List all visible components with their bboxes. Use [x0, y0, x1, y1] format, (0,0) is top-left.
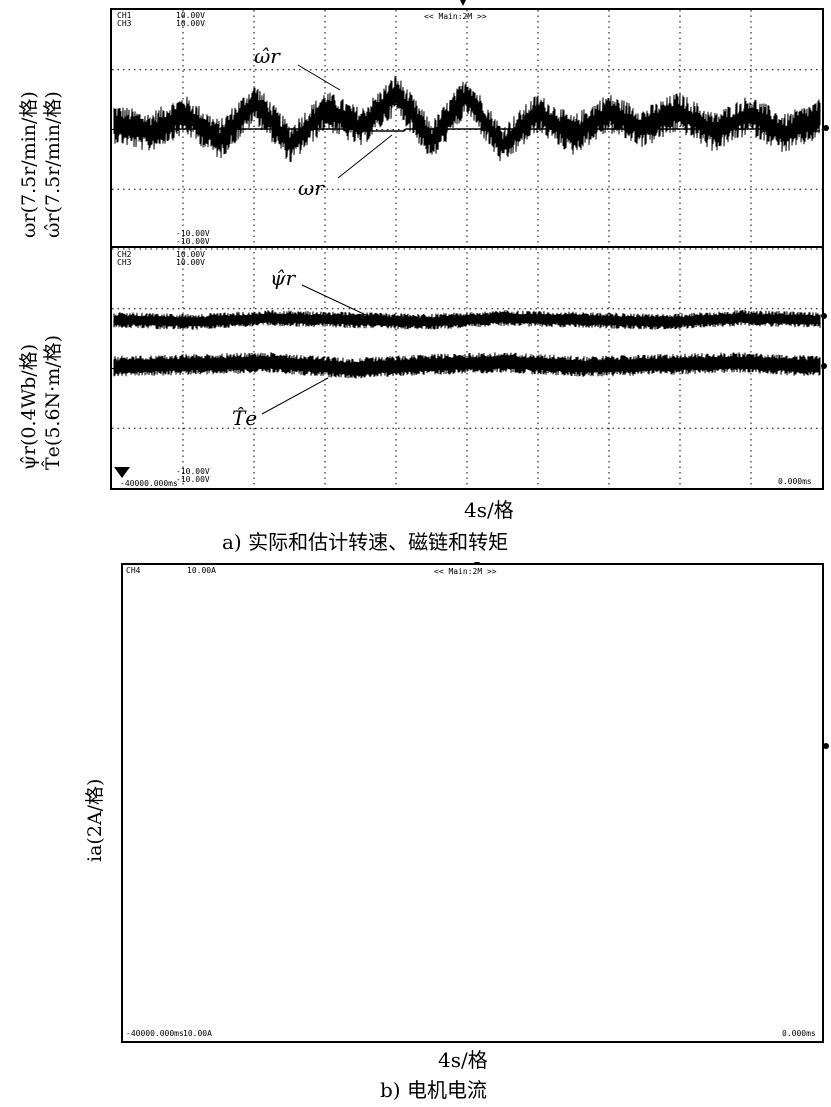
marker-ch1 — [823, 125, 829, 131]
marker-ch4 — [823, 743, 829, 749]
bottom-min-2: -10.00V — [176, 475, 210, 484]
top-min-2: -10.00V — [176, 237, 210, 246]
trigger-top-marker-a — [460, 0, 466, 6]
bottom-min-1: -10.00V — [176, 467, 210, 476]
marker-ch3 — [821, 363, 827, 369]
leader-omega-hat — [297, 64, 341, 91]
bottom-ch1-label: CH2 — [117, 250, 132, 259]
label-psi-hat: ψ̂r — [270, 266, 296, 290]
leader-omega — [337, 134, 393, 179]
trace-torque-estimated — [113, 352, 821, 379]
top-ch2-label: CH3 — [117, 19, 132, 28]
label-omega-hat: ω̂r — [254, 44, 280, 68]
bottom-scale-1: 10.00V — [176, 250, 205, 259]
caption-a: a) 实际和估计转速、磁链和转矩 — [222, 530, 509, 554]
grid-a — [112, 10, 822, 488]
main-label-a: << Main:2M >> — [424, 12, 487, 21]
top-scale-2: 10.00V — [176, 19, 205, 28]
time-left-b: -40000.000ms — [126, 1029, 184, 1038]
top-scale-1: 10.00V — [176, 11, 205, 20]
time-right-a: 0.000ms — [778, 477, 812, 486]
trace-omega-actual — [114, 128, 820, 132]
leader-te-hat — [261, 377, 329, 415]
marker-ch2 — [821, 313, 827, 319]
ylabel-current: ia(2A/格) — [84, 778, 106, 862]
ch4-scale: 10.00A — [187, 566, 216, 575]
time-scale-label-b: 4s/格 — [438, 1048, 488, 1072]
time-left-a: -40000.000ms — [120, 479, 178, 488]
time-right-b: 0.000ms — [782, 1029, 816, 1038]
trace-omega-estimated — [113, 76, 821, 163]
bottom-ch2-label: CH3 — [117, 258, 132, 267]
caption-b: b) 电机电流 — [380, 1078, 487, 1102]
trace-flux-estimated — [113, 310, 821, 330]
time-scale-label-a: 4s/格 — [464, 498, 514, 522]
top-min-1: -10.00V — [176, 229, 210, 238]
label-te-hat: T̂e — [232, 406, 258, 430]
main-label-b: << Main:2M >> — [434, 567, 497, 576]
trigger-marker — [114, 467, 130, 478]
bottom-scale-2: 10.00V — [176, 258, 205, 267]
ch4-scale-bottom: 10.00A — [183, 1029, 212, 1038]
top-ch1-label: CH1 — [117, 11, 132, 20]
oscilloscope-screen-b — [121, 563, 824, 1043]
label-omega: ωr — [298, 176, 324, 200]
leader-psi-hat — [301, 284, 369, 317]
ch4-label: CH4 — [126, 566, 141, 575]
